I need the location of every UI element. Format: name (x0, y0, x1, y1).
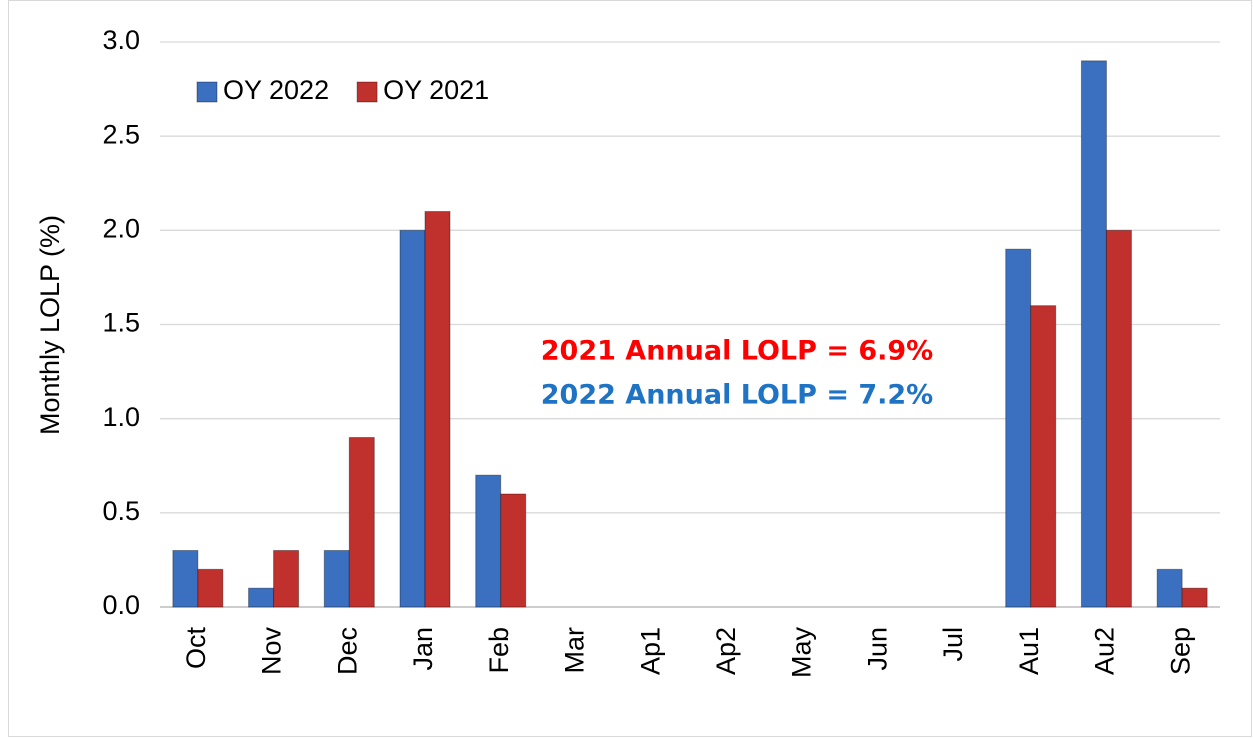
x-tick-label: Feb (484, 627, 514, 674)
bar (500, 493, 527, 608)
bar (1005, 248, 1032, 608)
x-tick-label: Dec (332, 627, 362, 675)
bar (1156, 568, 1183, 608)
bar (399, 229, 426, 608)
y-tick-label: 0.0 (102, 590, 140, 620)
x-tick-label: Jun (862, 627, 892, 671)
bar (475, 474, 502, 608)
bar (1080, 60, 1107, 608)
bar (273, 550, 300, 608)
legend-label: OY 2022 (223, 75, 329, 105)
bar (424, 211, 451, 608)
bar (323, 550, 350, 608)
x-tick-label: Mar (560, 627, 590, 674)
bar (348, 437, 375, 608)
y-axis-label: Monthly LOLP (%) (35, 215, 65, 435)
y-tick-label: 2.5 (102, 119, 140, 149)
x-tick-label: Au1 (1014, 627, 1044, 675)
bar (1181, 587, 1208, 608)
x-tick-label: Jan (408, 627, 438, 671)
legend-swatch (356, 81, 378, 103)
x-tick-label: Ap2 (711, 627, 741, 675)
bar (248, 587, 275, 608)
chart-border (8, 0, 1252, 737)
y-tick-label: 1.0 (102, 402, 140, 432)
bar (1105, 229, 1132, 608)
x-tick-label: Sep (1165, 627, 1195, 675)
y-tick-label: 0.5 (102, 496, 140, 526)
x-tick-label: Au2 (1090, 627, 1120, 675)
annotation: 2022 Annual LOLP = 7.2% (541, 380, 933, 411)
x-tick-label: Nov (257, 627, 287, 676)
y-tick-label: 2.0 (102, 213, 140, 243)
legend-label: OY 2021 (383, 75, 489, 105)
legend-swatch (196, 81, 218, 103)
y-tick-label: 1.5 (102, 308, 140, 338)
bar (172, 550, 199, 608)
x-tick-label: Ap1 (635, 627, 665, 675)
x-tick-label: Oct (181, 627, 211, 670)
bar (197, 568, 224, 608)
x-tick-label: Jul (938, 627, 968, 662)
annotation: 2021 Annual LOLP = 6.9% (541, 336, 933, 367)
x-tick-label: May (787, 627, 817, 679)
bar (1030, 305, 1057, 608)
y-tick-label: 3.0 (102, 25, 140, 55)
